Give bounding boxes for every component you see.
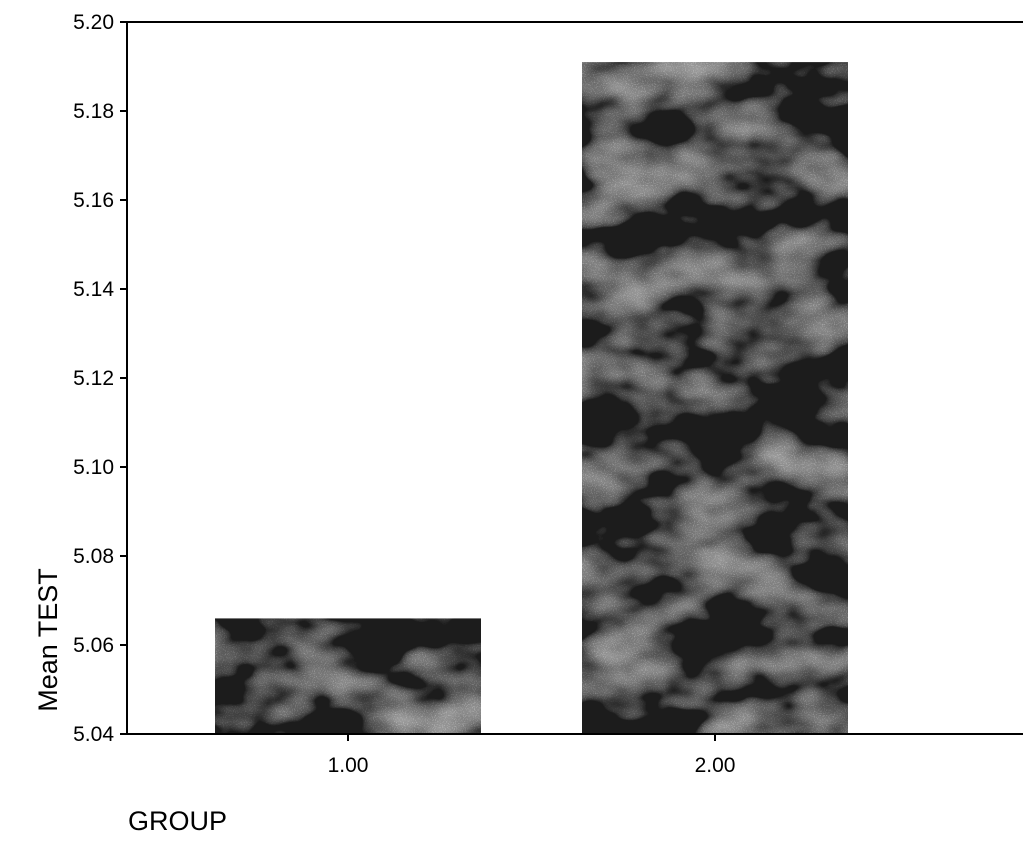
y-tick-label: 5.10 [73, 456, 114, 479]
y-tick-label: 5.14 [73, 278, 114, 301]
y-tick-label: 5.20 [73, 11, 114, 34]
y-tick-label: 5.08 [73, 545, 114, 568]
y-tick-label: 5.18 [73, 100, 114, 123]
y-tick-label: 5.12 [73, 367, 114, 390]
bar-group-1 [215, 618, 481, 734]
x-ticks-layer: 1.00 2.00 [328, 734, 736, 777]
y-tick-label: 5.16 [73, 189, 114, 212]
bars-layer [215, 62, 848, 735]
y-axis-title: Mean TEST [33, 568, 63, 712]
y-tick-label: 5.06 [73, 634, 114, 657]
bar-group-2 [582, 62, 848, 735]
y-tick-label: 5.04 [73, 723, 114, 746]
x-tick-label: 2.00 [695, 754, 736, 777]
y-ticks-layer: 5.04 5.06 5.08 5.10 5.12 5.14 5.16 5.18 5.20 [73, 11, 127, 746]
x-tick-label: 1.00 [328, 754, 369, 777]
x-axis-title: GROUP [128, 806, 227, 836]
